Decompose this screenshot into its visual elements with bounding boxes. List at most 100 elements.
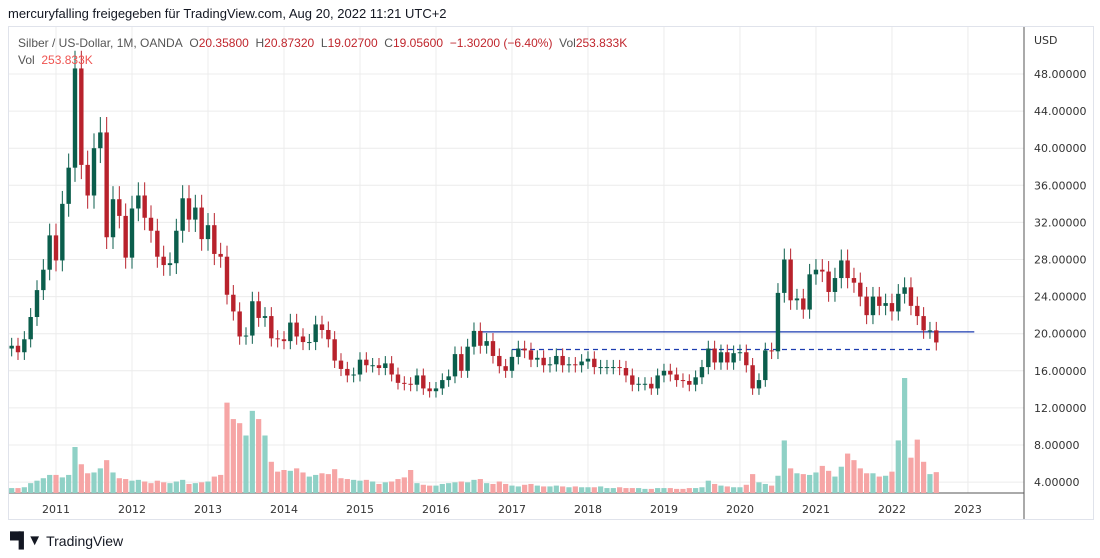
candle-body [319,324,325,330]
candle-body [446,376,451,381]
volume-bar [465,482,471,493]
candle-body [478,330,483,346]
candle-body [832,278,838,292]
candle-body [383,363,388,369]
candle-body [585,358,591,362]
candle-body [642,383,648,385]
candle-body [79,68,84,165]
volume-bar [401,477,407,493]
volume-bar [243,435,249,493]
candle-body [870,296,876,316]
candle-body [47,235,52,270]
volume-bar [800,474,806,493]
volume-bar [617,487,623,493]
volume-bar [674,488,680,493]
volume-bar [889,471,895,493]
candle-body [699,367,705,378]
candle-body [465,346,470,371]
volume-bar [914,439,920,493]
candle-body [763,350,768,381]
brand-name[interactable]: TradingView [46,532,124,549]
candle-body [554,355,559,365]
volume-bar [300,472,306,493]
candle-body [813,269,819,275]
volume-bar [357,480,363,493]
x-tick-label: 2012 [118,503,146,516]
volume-bar [110,472,116,493]
candle-body [256,301,261,318]
volume-bar [933,472,939,493]
candle-body [231,294,236,312]
volume-bar [256,419,262,493]
volume-bar [154,480,160,493]
x-tick-label: 2014 [270,503,298,516]
candle-body [617,367,622,369]
candle-body [497,355,502,367]
volume-bar [351,479,357,493]
candle-body [712,348,717,363]
candle-body [332,339,337,361]
volume-bar [59,477,65,493]
candle-body [117,199,122,216]
candle-body [142,195,147,218]
candle-body [307,342,312,344]
volume-bar [807,474,813,493]
volume-bar [484,483,490,493]
candle-body [718,352,724,363]
volume-value: 253.833K [575,36,628,50]
volume-bar [148,483,154,493]
volume-bar [534,485,540,493]
volume-bar [287,470,293,493]
volume-bar [895,440,901,493]
candle-body [693,377,698,385]
volume-bar [515,486,521,493]
candle-body [459,354,464,371]
candle-body [148,217,154,231]
volume-bar [693,488,699,493]
candle-body [66,167,71,204]
volume-bar [788,468,794,493]
volume-bar [756,482,762,493]
candle-body [294,322,299,337]
candle-body [611,367,616,369]
volume-bar [902,378,908,493]
footer: ▀▌▼ TradingView [10,532,123,549]
y-tick-label: 32.00000 [1034,216,1087,229]
candle-body [915,305,920,317]
volume-bar [230,419,236,493]
volume-bar [509,485,515,493]
volume-bar [408,470,414,493]
candle-body [547,364,553,366]
candle-body [851,278,857,283]
candle-body [22,339,27,353]
volume-bar [579,487,585,493]
candle-body [516,348,521,357]
close-value: 19.05600 [392,36,444,50]
volume-bar [420,484,426,493]
y-tick-label: 40.00000 [1034,142,1087,155]
candle-body [174,230,179,264]
chart-legend: Silber / US-Dollar, 1M, OANDA O20.35800 … [18,35,627,69]
candle-body [788,259,793,301]
y-tick-label: 48.00000 [1034,68,1087,81]
candle-body [414,375,420,385]
candle-body [680,380,686,382]
volume-bar [769,485,775,493]
volume-bar [851,460,857,493]
candlestick-chart[interactable]: 48.00000 44.00000 40.00000 36.00000 32.00000… [0,0,1100,530]
y-tick-label: 16.00000 [1034,365,1087,378]
volume-bar [560,486,566,493]
candle-body [129,208,135,258]
legend-symbol[interactable]: Silber / US-Dollar, 1M, OANDA [18,36,183,50]
volume-bar [477,479,483,493]
candle-body [725,352,730,363]
candle-body [877,296,882,306]
candle-body [440,380,445,389]
volume-bar [40,478,46,493]
candle-body [902,287,907,294]
volume-study-label[interactable]: Vol [18,53,35,67]
x-tick-label: 2015 [346,503,374,516]
tradingview-logo-icon: ▀▌▼ [10,532,42,549]
candle-body [123,215,128,258]
candle-body [566,364,572,366]
